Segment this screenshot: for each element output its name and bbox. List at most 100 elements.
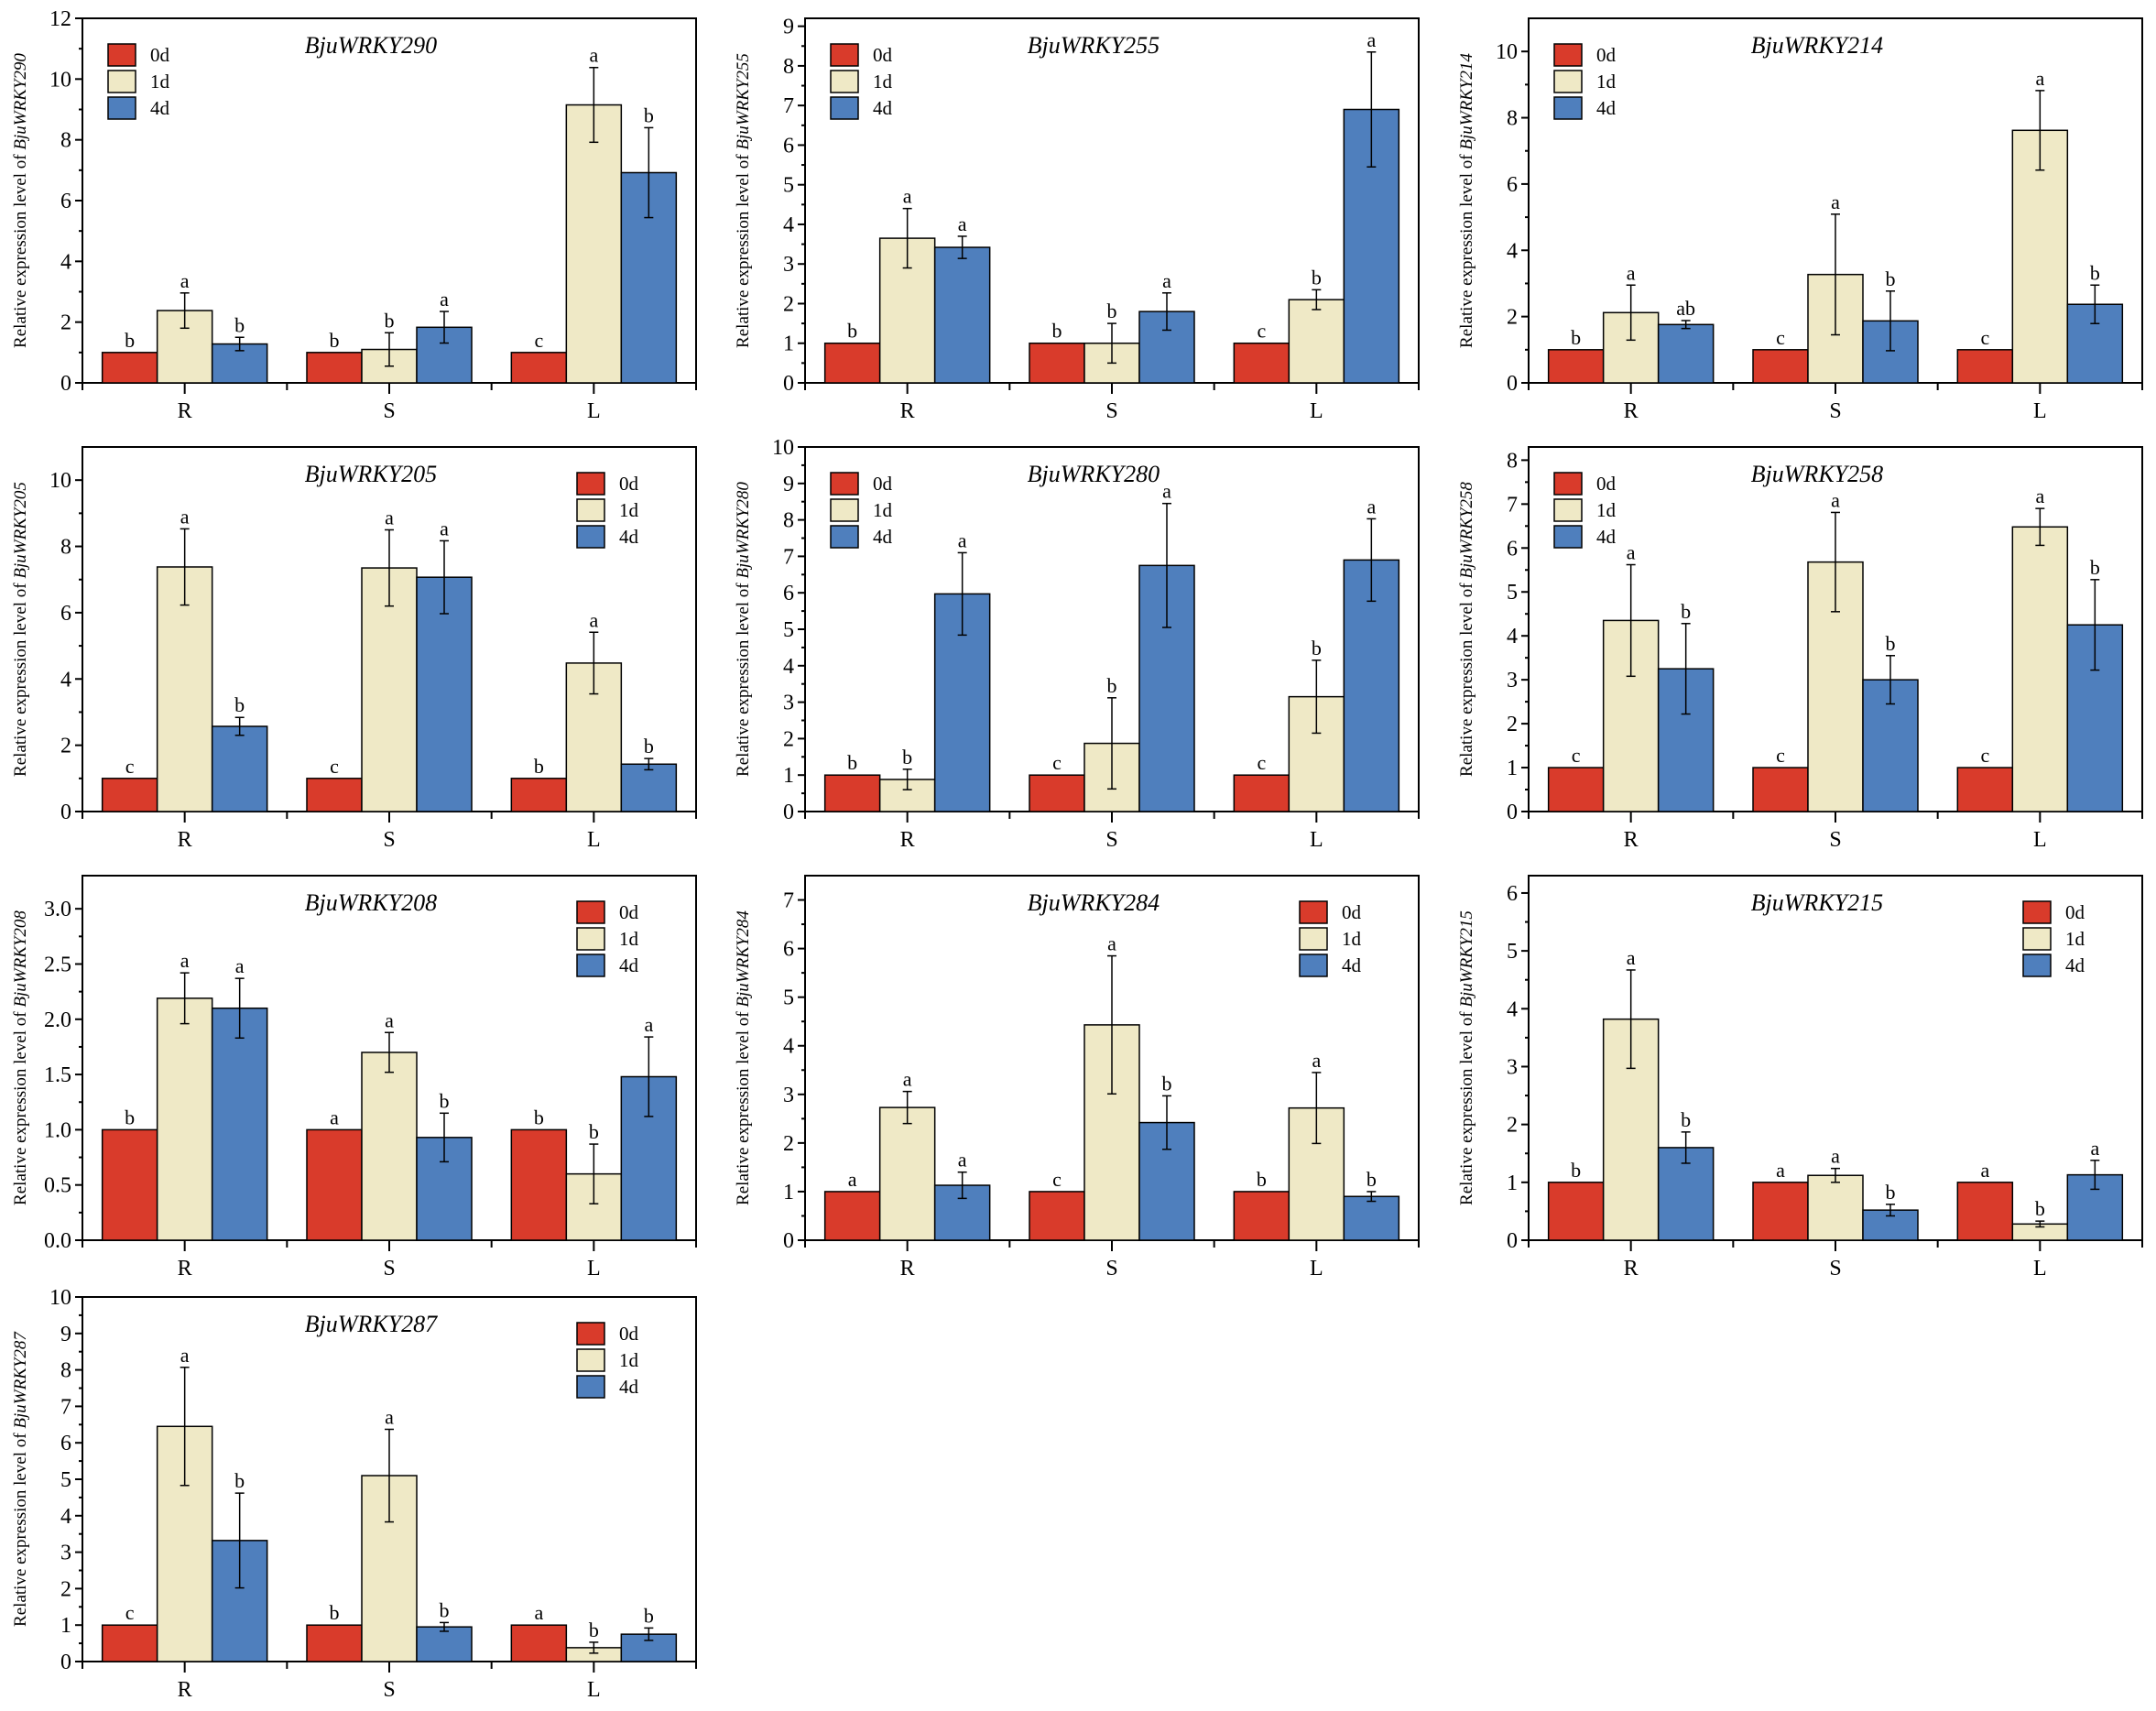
y-axis-label-prefix: Relative expression level of <box>11 1429 30 1627</box>
significance-letter-S-0d: a <box>330 1106 339 1128</box>
legend-label-4d: 4d <box>619 526 639 548</box>
significance-letter-S-0d: c <box>1776 326 1785 349</box>
legend-label-0d: 0d <box>619 473 639 495</box>
significance-letter-R-0d: b <box>847 751 857 774</box>
legend-label-4d: 4d <box>1596 97 1617 119</box>
y-axis-label-gene: BjuWRKY214 <box>1457 53 1476 150</box>
legend-label-0d: 0d <box>1596 44 1617 66</box>
y-tick-label: 0 <box>783 372 794 396</box>
x-tick-label-L: L <box>587 1257 601 1281</box>
y-axis-label-gene: BjuWRKY215 <box>1457 910 1476 1008</box>
significance-letter-S-4d: b <box>1886 1181 1896 1204</box>
x-tick-label-R: R <box>1624 399 1639 423</box>
significance-letter-S-1d: b <box>385 309 395 332</box>
significance-letter-L-4d: b <box>644 104 654 126</box>
y-tick-label: 2 <box>60 735 71 758</box>
legend-label-0d: 0d <box>150 44 170 66</box>
legend-swatch-1d <box>576 1348 605 1372</box>
legend-swatch-0d <box>576 1322 605 1346</box>
significance-letter-S-1d: a <box>1831 1145 1840 1168</box>
significance-letter-L-4d: b <box>2090 556 2100 579</box>
significance-letter-L-1d: b <box>589 1618 599 1641</box>
significance-letter-L-0d: c <box>1980 744 1989 767</box>
significance-letter-L-4d: a <box>644 1013 653 1036</box>
y-axis-label: Relative expression level of BjuWRKY255 <box>734 53 753 348</box>
chart-svg: 0 1 2 3 4 5 6 7 8 Relative expression level of Bj… <box>1457 446 2143 852</box>
y-tick-label: 2 <box>1507 306 1518 330</box>
y-axis-label-gene: BjuWRKY290 <box>11 53 30 150</box>
y-tick-label: 0.0 <box>44 1229 71 1253</box>
y-axis-label-prefix: Relative expression level of <box>1457 579 1476 777</box>
significance-letter-R-4d: b <box>234 693 245 716</box>
significance-letter-R-1d: a <box>903 1068 912 1091</box>
chart-title: BjuWRKY208 <box>305 889 437 916</box>
legend-swatch-1d <box>1299 927 1328 951</box>
y-tick-label: 8 <box>1507 449 1518 473</box>
y-tick-label: 7 <box>783 94 794 118</box>
significance-letter-R-4d: b <box>1681 1108 1691 1131</box>
significance-letter-R-4d: a <box>958 213 967 235</box>
chart-panel-BjuWRKY280: 0 1 2 3 4 5 6 7 8 9 10 Relative expression level of… <box>723 429 1442 856</box>
bar-R-0d <box>823 774 881 812</box>
bar-R-0d <box>1547 767 1605 812</box>
y-axis-label-gene: BjuWRKY255 <box>734 53 753 150</box>
y-axis-label: Relative expression level of BjuWRKY205 <box>11 482 30 777</box>
significance-letter-L-1d: b <box>1312 637 1322 659</box>
legend-label-4d: 4d <box>1596 526 1617 548</box>
significance-letter-S-1d: a <box>385 1405 394 1428</box>
legend-swatch-4d <box>830 96 859 120</box>
significance-letter-R-0d: c <box>125 1601 135 1624</box>
legend-label-4d: 4d <box>2065 954 2085 976</box>
y-tick-label: 9 <box>783 16 794 39</box>
significance-letter-L-0d: a <box>1980 1159 1989 1182</box>
y-axis-label-prefix: Relative expression level of <box>734 579 753 777</box>
significance-letter-S-1d: a <box>1107 932 1116 955</box>
y-axis-label-gene: BjuWRKY205 <box>11 482 30 579</box>
legend-swatch-1d <box>576 498 605 522</box>
y-tick-label: 1 <box>783 1181 794 1204</box>
bar-R-0d <box>101 1128 158 1241</box>
x-tick-label-R: R <box>178 1678 192 1702</box>
chart-title: BjuWRKY290 <box>305 32 437 59</box>
bar-R-0d <box>101 1624 158 1662</box>
significance-letter-R-0d: b <box>1571 1159 1581 1182</box>
significance-letter-L-1d: b <box>1312 266 1322 289</box>
significance-letter-L-1d: a <box>589 608 598 631</box>
significance-letter-R-0d: a <box>848 1168 857 1191</box>
legend-swatch-4d <box>107 96 136 120</box>
y-tick-label: 3 <box>1507 669 1518 692</box>
bar-S-0d <box>306 778 363 812</box>
y-tick-label: 4 <box>783 213 794 237</box>
bar-S-4d <box>416 1137 473 1241</box>
legend-label-1d: 1d <box>873 71 893 93</box>
legend-label-4d: 4d <box>619 1376 639 1398</box>
bar-L-1d <box>1288 299 1345 384</box>
y-tick-label: 10 <box>1496 40 1518 64</box>
y-tick-label: 0 <box>1507 801 1518 824</box>
bar-L-0d <box>1233 342 1290 384</box>
bar-L-0d <box>1233 774 1290 812</box>
y-tick-label: 5 <box>783 174 794 198</box>
x-tick-label-R: R <box>1624 828 1639 852</box>
x-tick-label-S: S <box>1105 399 1117 423</box>
bar-R-1d <box>878 1106 936 1241</box>
y-tick-label: 1 <box>60 1614 71 1638</box>
y-tick-label: 8 <box>60 536 71 560</box>
y-tick-label: 9 <box>783 473 794 496</box>
y-tick-label: 6 <box>1507 882 1518 906</box>
significance-letter-L-1d: b <box>2035 1197 2045 1220</box>
y-tick-label: 3.0 <box>44 898 71 921</box>
significance-letter-S-0d: c <box>1052 1168 1062 1191</box>
y-tick-label: 5 <box>783 986 794 1010</box>
chart-title: BjuWRKY255 <box>1028 32 1160 59</box>
significance-letter-L-0d: c <box>1257 320 1266 343</box>
y-tick-label: 5 <box>1507 581 1518 605</box>
y-tick-label: 3 <box>1507 1055 1518 1079</box>
chart-title: BjuWRKY205 <box>305 461 437 487</box>
y-tick-label: 7 <box>60 1395 71 1419</box>
x-tick-label-L: L <box>587 399 601 423</box>
y-tick-label: 6 <box>1507 537 1518 561</box>
y-tick-label: 1 <box>1507 757 1518 780</box>
y-tick-label: 4 <box>60 250 71 274</box>
significance-letter-R-1d: a <box>1627 541 1636 564</box>
